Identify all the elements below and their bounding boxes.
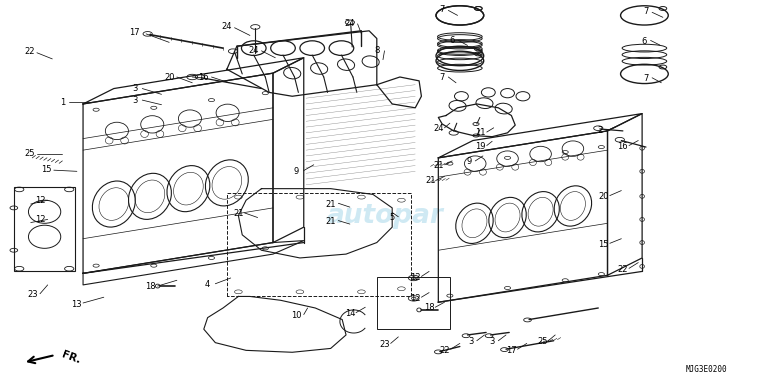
Text: 22: 22 xyxy=(618,265,628,274)
Text: 14: 14 xyxy=(345,309,355,318)
Text: 10: 10 xyxy=(291,311,301,320)
Text: 13: 13 xyxy=(72,300,82,309)
Text: 24: 24 xyxy=(345,18,355,28)
Text: 22: 22 xyxy=(439,346,450,355)
Text: 18: 18 xyxy=(145,282,155,291)
Text: 2: 2 xyxy=(598,126,602,136)
Text: 24: 24 xyxy=(433,124,444,134)
Text: 21: 21 xyxy=(325,199,336,209)
Text: 7: 7 xyxy=(440,72,444,82)
Text: 23: 23 xyxy=(27,290,38,299)
Text: FR.: FR. xyxy=(60,349,82,365)
Text: 15: 15 xyxy=(41,165,52,174)
Text: 9: 9 xyxy=(294,167,298,176)
Text: 20: 20 xyxy=(164,72,175,82)
Text: 8: 8 xyxy=(375,45,379,55)
Text: 21: 21 xyxy=(433,161,444,170)
Text: 12: 12 xyxy=(35,215,45,224)
Text: 24: 24 xyxy=(221,22,232,32)
Text: 12: 12 xyxy=(410,273,421,282)
Text: 16: 16 xyxy=(198,72,209,82)
Text: 7: 7 xyxy=(644,7,648,16)
Text: 6: 6 xyxy=(642,37,647,46)
Text: 17: 17 xyxy=(129,28,140,37)
Text: 7: 7 xyxy=(644,74,648,84)
Text: 15: 15 xyxy=(598,240,609,249)
Text: 9: 9 xyxy=(467,157,471,166)
Text: MJG3E0200: MJG3E0200 xyxy=(686,365,727,374)
Text: 1: 1 xyxy=(61,97,65,107)
Text: 25: 25 xyxy=(537,337,548,346)
Text: 11: 11 xyxy=(475,128,486,137)
Text: 21: 21 xyxy=(425,176,436,186)
Text: 21: 21 xyxy=(325,217,336,226)
Text: 6: 6 xyxy=(450,36,454,45)
Text: 3: 3 xyxy=(490,337,494,346)
Text: 3: 3 xyxy=(132,84,137,93)
Text: 16: 16 xyxy=(618,142,628,151)
Text: 19: 19 xyxy=(475,142,486,151)
Text: 12: 12 xyxy=(410,294,421,303)
Text: 5: 5 xyxy=(390,213,394,222)
Bar xyxy=(377,277,450,329)
Text: autopar: autopar xyxy=(326,203,443,229)
Text: 21: 21 xyxy=(233,209,244,218)
Text: 25: 25 xyxy=(24,149,35,159)
Text: 17: 17 xyxy=(506,346,517,355)
Text: 24: 24 xyxy=(248,45,259,55)
Text: 7: 7 xyxy=(440,5,444,14)
Text: 23: 23 xyxy=(379,340,390,349)
Text: 3: 3 xyxy=(132,95,137,105)
Text: 12: 12 xyxy=(35,196,45,205)
Text: 22: 22 xyxy=(24,47,35,57)
Text: 4: 4 xyxy=(205,280,210,290)
Text: 3: 3 xyxy=(468,337,473,346)
Text: 18: 18 xyxy=(424,303,434,313)
Text: 20: 20 xyxy=(598,192,609,201)
Bar xyxy=(14,187,75,271)
